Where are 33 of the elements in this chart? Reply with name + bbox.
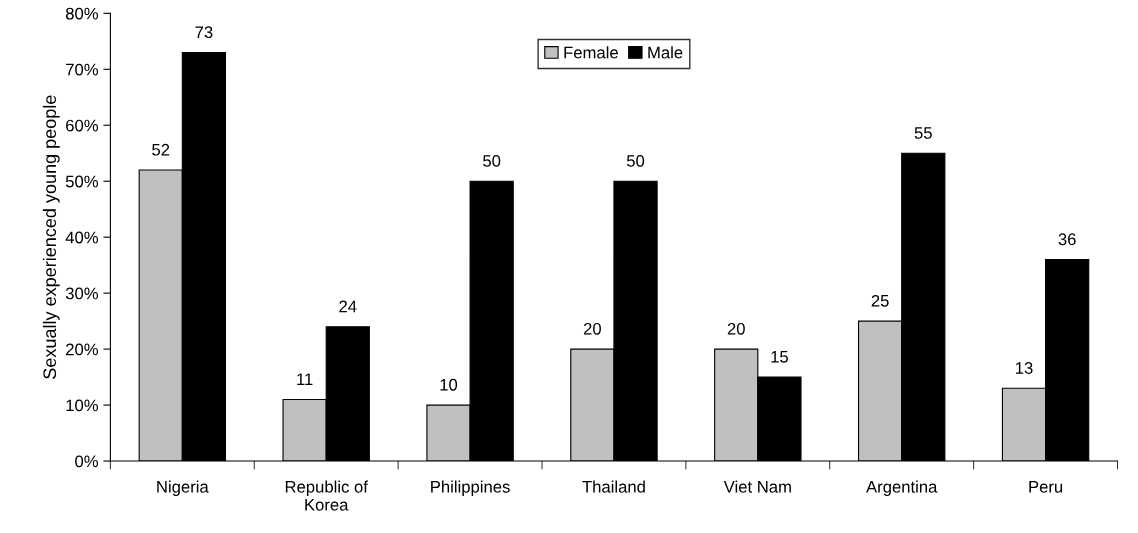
legend-label: Male bbox=[648, 46, 683, 59]
data-label: 73 bbox=[195, 26, 213, 39]
y-tick-label: 0% bbox=[75, 455, 98, 468]
y-tick-label: 70% bbox=[66, 63, 98, 76]
data-label: 20 bbox=[583, 322, 601, 335]
x-tick-label: Viet Nam bbox=[723, 480, 791, 493]
y-tick-label: 40% bbox=[65, 231, 98, 244]
data-label: 52 bbox=[152, 143, 170, 156]
x-tick-label: Thailand bbox=[582, 480, 645, 493]
y-tick-label: 60% bbox=[66, 119, 98, 132]
y-tick-label: 50% bbox=[65, 175, 98, 188]
y-axis-title: Sexually experienced young people bbox=[42, 95, 60, 379]
data-label: 20 bbox=[727, 322, 745, 335]
x-tick-label: Peru bbox=[1029, 481, 1063, 493]
data-label: 24 bbox=[339, 300, 357, 313]
x-tick-label: Nigeria bbox=[157, 480, 209, 497]
x-tick-label: Republic of Korea bbox=[285, 480, 368, 511]
y-tick-label: 30% bbox=[65, 287, 98, 300]
data-label: 25 bbox=[871, 294, 889, 307]
data-label: 15 bbox=[771, 351, 788, 363]
data-label: 11 bbox=[297, 373, 313, 385]
data-label: 13 bbox=[1016, 362, 1033, 374]
data-label: 55 bbox=[914, 127, 932, 139]
data-label: 50 bbox=[483, 155, 501, 167]
y-tick-label: 10% bbox=[66, 399, 98, 412]
x-tick-label: Philippines bbox=[431, 480, 510, 497]
data-label: 36 bbox=[1058, 233, 1076, 246]
x-tick-label: Argentina bbox=[866, 480, 938, 497]
legend-label: Female bbox=[564, 46, 618, 59]
y-tick-label: 80% bbox=[65, 7, 98, 20]
data-label: 50 bbox=[626, 155, 645, 167]
y-tick-label: 20% bbox=[66, 343, 98, 356]
data-label: 10 bbox=[440, 378, 458, 391]
